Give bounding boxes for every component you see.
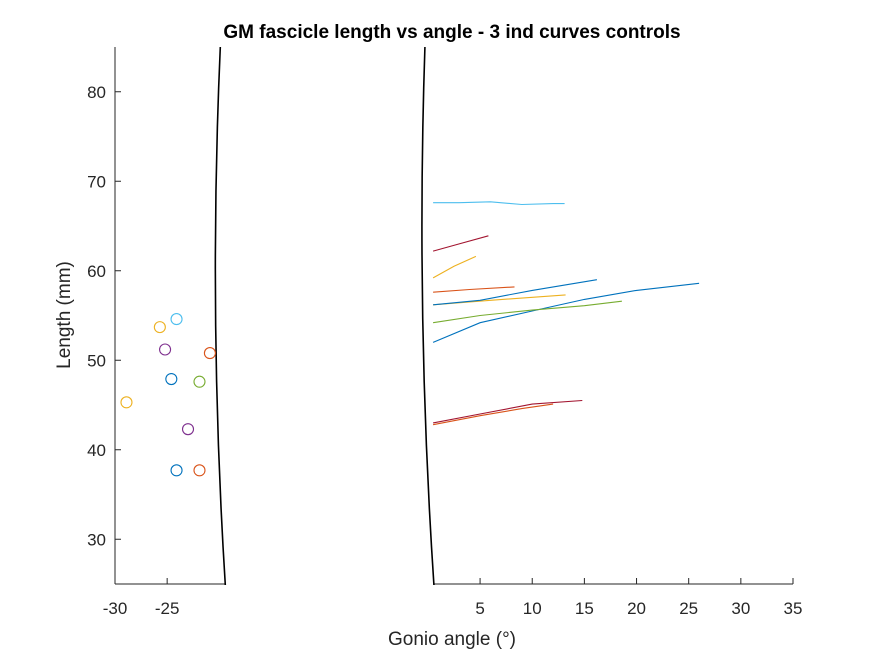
y-tick-label: 80: [87, 83, 106, 102]
data-point-3: [159, 343, 172, 356]
axis-break-line-left: [214, 46, 227, 586]
series-line-2: [432, 235, 489, 252]
series-line-6: [433, 279, 597, 306]
axis-break-line-right: [421, 46, 435, 586]
axis-break-gap: [215, 47, 434, 585]
series-line-7: [432, 282, 700, 343]
series-line-4: [433, 286, 515, 293]
data-point-6: [170, 464, 183, 477]
x-tick-label: 20: [627, 599, 646, 618]
x-tick-label: 35: [784, 599, 803, 618]
y-tick-label: 40: [87, 441, 106, 460]
data-point-10: [203, 347, 216, 360]
series-line-1: [433, 201, 565, 206]
series-line-9: [432, 399, 583, 424]
x-tick-label: 5: [475, 599, 484, 618]
series-line-10: [432, 403, 554, 426]
data-point-7: [181, 423, 195, 436]
data-point-2: [153, 321, 166, 334]
data-point-1: [120, 396, 133, 409]
data-point-5: [170, 313, 183, 326]
series-line-3: [432, 255, 477, 279]
x-tick-label: 15: [575, 599, 594, 618]
y-axis-title: Length (mm): [54, 261, 75, 369]
plot-area: -30 -25 5 10 15 20 25 30 35 30 40 50 60 70 80: [87, 46, 803, 618]
x-tick-label: -30: [103, 599, 128, 618]
x-axis-title: Gonio angle (°): [388, 629, 516, 650]
y-tick-label: 50: [87, 351, 106, 370]
y-tick-label: 70: [87, 172, 106, 191]
y-tick-label: 60: [87, 262, 106, 281]
series-line-8: [433, 300, 622, 324]
x-tick-label: 30: [731, 599, 750, 618]
chart-title: GM fascicle length vs angle - 3 ind curv…: [223, 22, 680, 43]
x-tick-label: 25: [679, 599, 698, 618]
data-point-8: [193, 464, 206, 477]
data-point-4: [165, 372, 178, 386]
y-tick-label: 30: [87, 530, 106, 549]
data-point-9: [193, 375, 206, 388]
x-tick-label: 10: [523, 599, 542, 618]
x-tick-label: -25: [155, 599, 180, 618]
